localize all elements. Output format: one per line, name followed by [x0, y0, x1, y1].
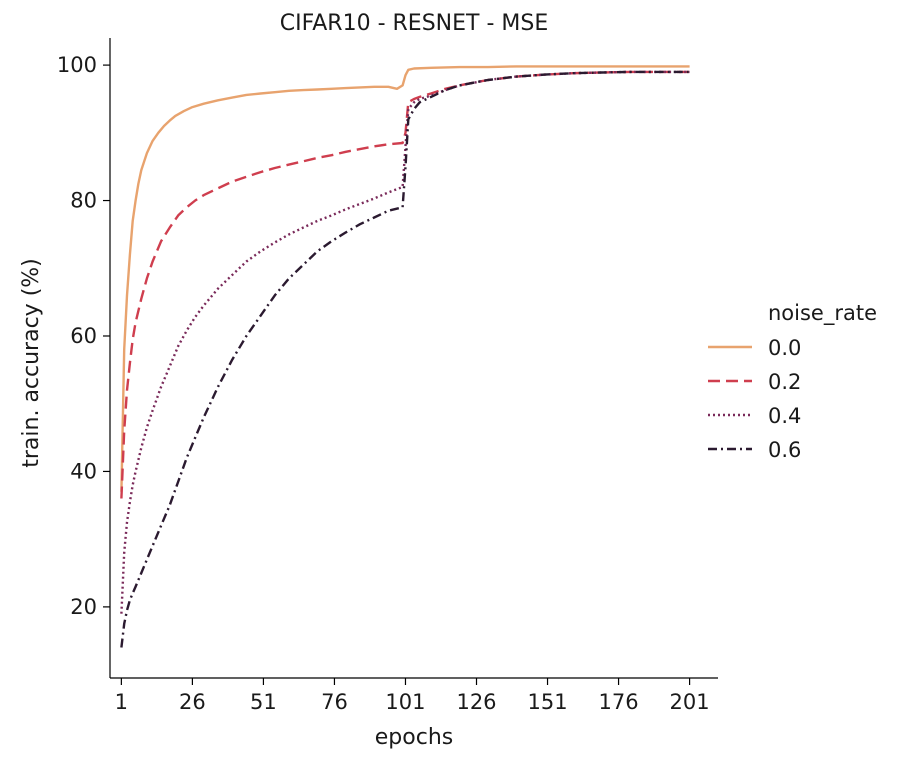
x-tick-label: 126: [456, 690, 496, 714]
x-tick-label: 176: [599, 690, 639, 714]
legend-label: 0.6: [768, 438, 801, 462]
series-line-0-0: [120, 65, 690, 492]
legend-title: noise_rate: [768, 301, 877, 326]
x-tick-label: 201: [670, 690, 710, 714]
series-line-0-6: [120, 70, 690, 648]
y-tick-label: 100: [57, 53, 97, 77]
x-tick-label: 76: [321, 690, 348, 714]
plot-series: [120, 65, 690, 648]
x-tick-label: 26: [179, 690, 206, 714]
y-tick-label: 80: [70, 189, 97, 213]
legend: noise_rate 0.0 0.2 0.4 0.6: [708, 301, 877, 462]
legend-label: 0.4: [768, 404, 801, 428]
y-axis-label: train. accuracy (%): [19, 258, 44, 468]
y-axis-ticks: 20 40 60 80 100: [57, 53, 110, 619]
series-line-0-2: [120, 70, 690, 499]
y-tick-label: 40: [70, 459, 97, 483]
y-tick-label: 20: [70, 595, 97, 619]
y-tick-label: 60: [70, 324, 97, 348]
x-axis-ticks: 1 26 51 76 101 126 151 176 201: [115, 678, 710, 714]
legend-items: 0.0 0.2 0.4 0.6: [708, 336, 801, 462]
x-tick-label: 151: [527, 690, 567, 714]
x-tick-label: 51: [250, 690, 277, 714]
legend-label: 0.2: [768, 370, 801, 394]
x-tick-label: 1: [115, 690, 128, 714]
x-tick-label: 101: [385, 690, 425, 714]
series-line-0-4: [120, 70, 690, 614]
chart-title: CIFAR10 - RESNET - MSE: [280, 11, 548, 36]
legend-label: 0.0: [768, 336, 801, 360]
x-axis-label: epochs: [375, 725, 453, 750]
